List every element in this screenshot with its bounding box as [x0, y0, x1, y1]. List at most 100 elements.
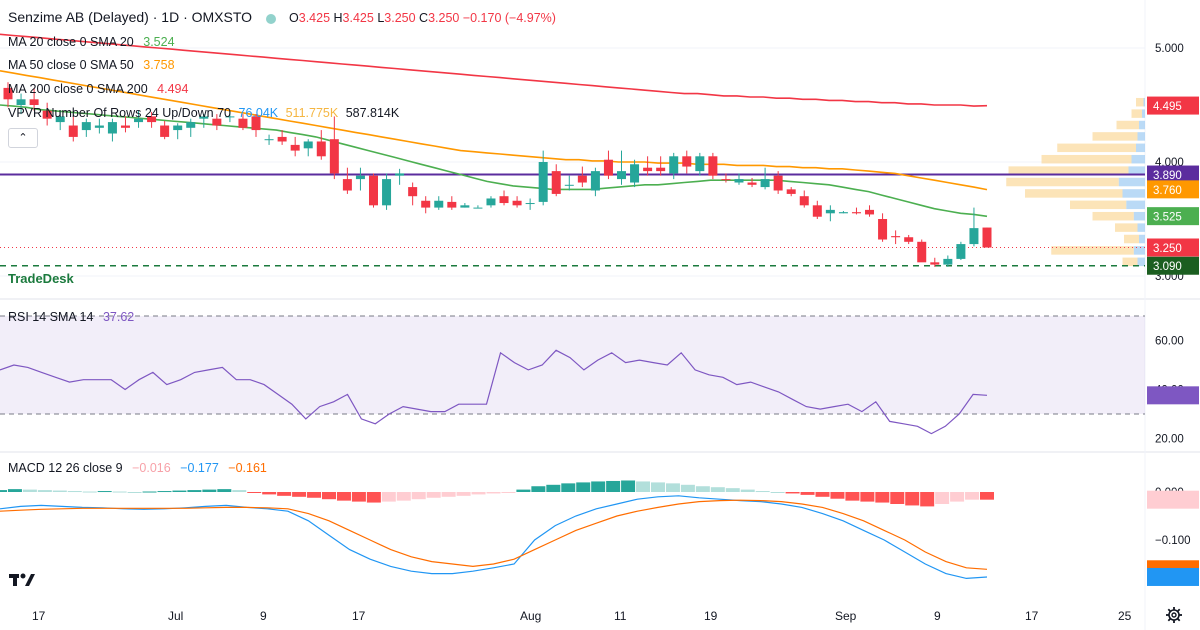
candle-body	[617, 171, 627, 180]
price-axis-label-3-760-bg	[1147, 180, 1199, 199]
vpvr-legend[interactable]: VPVR Number Of Rows 24 Up/Down 70 76.04K…	[8, 106, 399, 120]
ohlc-high-key: H	[333, 11, 343, 25]
candle-body	[825, 209, 835, 214]
macd-histogram-bar	[277, 492, 292, 496]
candle-body	[486, 198, 496, 206]
macd-line-axis-label-group	[1147, 567, 1199, 586]
candle-body	[55, 116, 65, 123]
candle-body	[747, 182, 757, 185]
rsi-legend[interactable]: RSI 14 SMA 14 37.62	[8, 310, 134, 324]
macd-histogram-bar	[37, 490, 52, 492]
macd-histogram-bar	[336, 492, 351, 501]
vpvr-down-bar	[1070, 200, 1127, 210]
macd-histogram-bar	[456, 492, 471, 496]
vpvr-up-bar	[1137, 257, 1145, 267]
macd-histogram-bar	[665, 483, 680, 492]
macd-histogram-bar	[247, 492, 262, 493]
macd-histogram-bar	[486, 492, 501, 494]
candle-body	[68, 125, 78, 137]
vpvr-up-value: 76.04K	[238, 106, 279, 120]
macd-histogram-bar	[112, 491, 127, 493]
rsi-value: 37.62	[102, 310, 135, 324]
macd-histogram-bar	[755, 491, 770, 493]
time-tick-label: 25	[1118, 609, 1132, 623]
settings-gear-icon[interactable]	[1164, 605, 1184, 625]
rsi-axis-label-group	[1147, 386, 1199, 405]
price-axis-label-3-250: 3.250	[1153, 243, 1182, 255]
macd-line-value: −0.177	[180, 461, 219, 475]
candle-body	[42, 110, 52, 119]
candle-body	[460, 205, 470, 208]
tradingview-logo-icon[interactable]	[8, 570, 40, 594]
macd-histogram-bar	[67, 491, 82, 493]
price-axis-label-3-890-bg	[1147, 165, 1199, 184]
candle-body	[316, 141, 326, 157]
time-tick-label: 9	[260, 609, 267, 623]
candle-body	[199, 116, 209, 119]
macd-histogram-bar	[52, 490, 67, 492]
ohlc-close-value: 3.250	[428, 11, 460, 25]
vpvr-up-bar	[1133, 246, 1145, 255]
candle-body	[851, 212, 861, 214]
candle-body	[773, 175, 783, 191]
price-axis-label-3-890-group: 3.890	[1147, 165, 1199, 184]
symbol-legend[interactable]: Senzime AB (Delayed) · 1D · OMXSTO O3.42…	[8, 9, 556, 25]
candle-body	[408, 187, 418, 197]
macd-histogram-bar	[366, 492, 381, 503]
macd-histogram-bar	[411, 492, 426, 500]
macd-histogram-bar	[591, 481, 606, 492]
candle-body	[917, 241, 927, 263]
vpvr-up-bar	[1126, 200, 1145, 210]
vpvr-down-bar	[1122, 257, 1138, 267]
vpvr-down-bar	[1116, 120, 1139, 130]
candle-body	[799, 196, 809, 206]
ohlc-high-value: 3.425	[342, 11, 374, 25]
vpvr-down-bar	[1092, 211, 1134, 221]
macd-histogram-bar	[576, 482, 591, 492]
candle-body	[930, 262, 940, 265]
vpvr-up-bar	[1137, 223, 1145, 232]
ohlc-change: −0.170 (−4.97%)	[462, 11, 556, 25]
candle-body	[682, 156, 692, 167]
tradedesk-label: TradeDesk	[8, 271, 74, 286]
ma200-legend[interactable]: MA 200 close 0 SMA 200 4.494	[8, 82, 188, 96]
price-axis-label-3-250-bg	[1147, 238, 1199, 257]
macd-histogram-bar	[606, 480, 621, 492]
macd-histogram-bar	[680, 484, 695, 492]
vpvr-down-bar	[1057, 143, 1136, 153]
time-tick-label: 17	[1025, 609, 1039, 623]
rsi-line	[0, 349, 988, 435]
price-tick-label: 5.000	[1155, 43, 1184, 55]
candle-body	[251, 116, 261, 131]
price-axis-label-3-090-bg	[1147, 256, 1199, 275]
candle-body	[94, 125, 104, 128]
vpvr-down-bar	[1115, 223, 1138, 232]
candle-body	[225, 116, 235, 118]
macd-legend[interactable]: MACD 12 26 close 9 −0.016 −0.177 −0.161	[8, 461, 267, 475]
candle-body	[329, 139, 339, 174]
candle-body	[238, 118, 248, 128]
price-axis-label-3-090: 3.090	[1153, 261, 1182, 273]
rsi-band	[0, 316, 1145, 414]
macd-histogram-bar	[965, 492, 980, 500]
ma50-legend[interactable]: MA 50 close 0 SMA 50 3.758	[8, 58, 175, 72]
time-tick-label: 17	[352, 609, 366, 623]
collapse-legend-button[interactable]: ⌃	[8, 128, 38, 148]
candle-body	[891, 236, 901, 238]
rsi-tick-label: 20.00	[1155, 434, 1184, 446]
macd-histogram-bar	[651, 482, 665, 492]
ohlc-open-key: O	[289, 11, 299, 25]
candle-body	[590, 171, 600, 191]
macd-histogram-bar	[935, 492, 950, 504]
macd-histogram-bar	[501, 492, 516, 493]
ma200-value: 4.494	[157, 82, 189, 96]
candle-body	[303, 141, 313, 149]
candle-body	[434, 200, 444, 208]
macd-histogram-bar	[695, 486, 710, 492]
price-axis-label-3-525: 3.525	[1153, 212, 1182, 224]
macd-histogram-bar	[740, 489, 755, 492]
ma20-legend[interactable]: MA 20 close 0 SMA 20 3.524	[8, 35, 175, 49]
vpvr-up-bar	[1128, 166, 1145, 175]
ohlc-open-value: 3.425	[298, 11, 331, 25]
